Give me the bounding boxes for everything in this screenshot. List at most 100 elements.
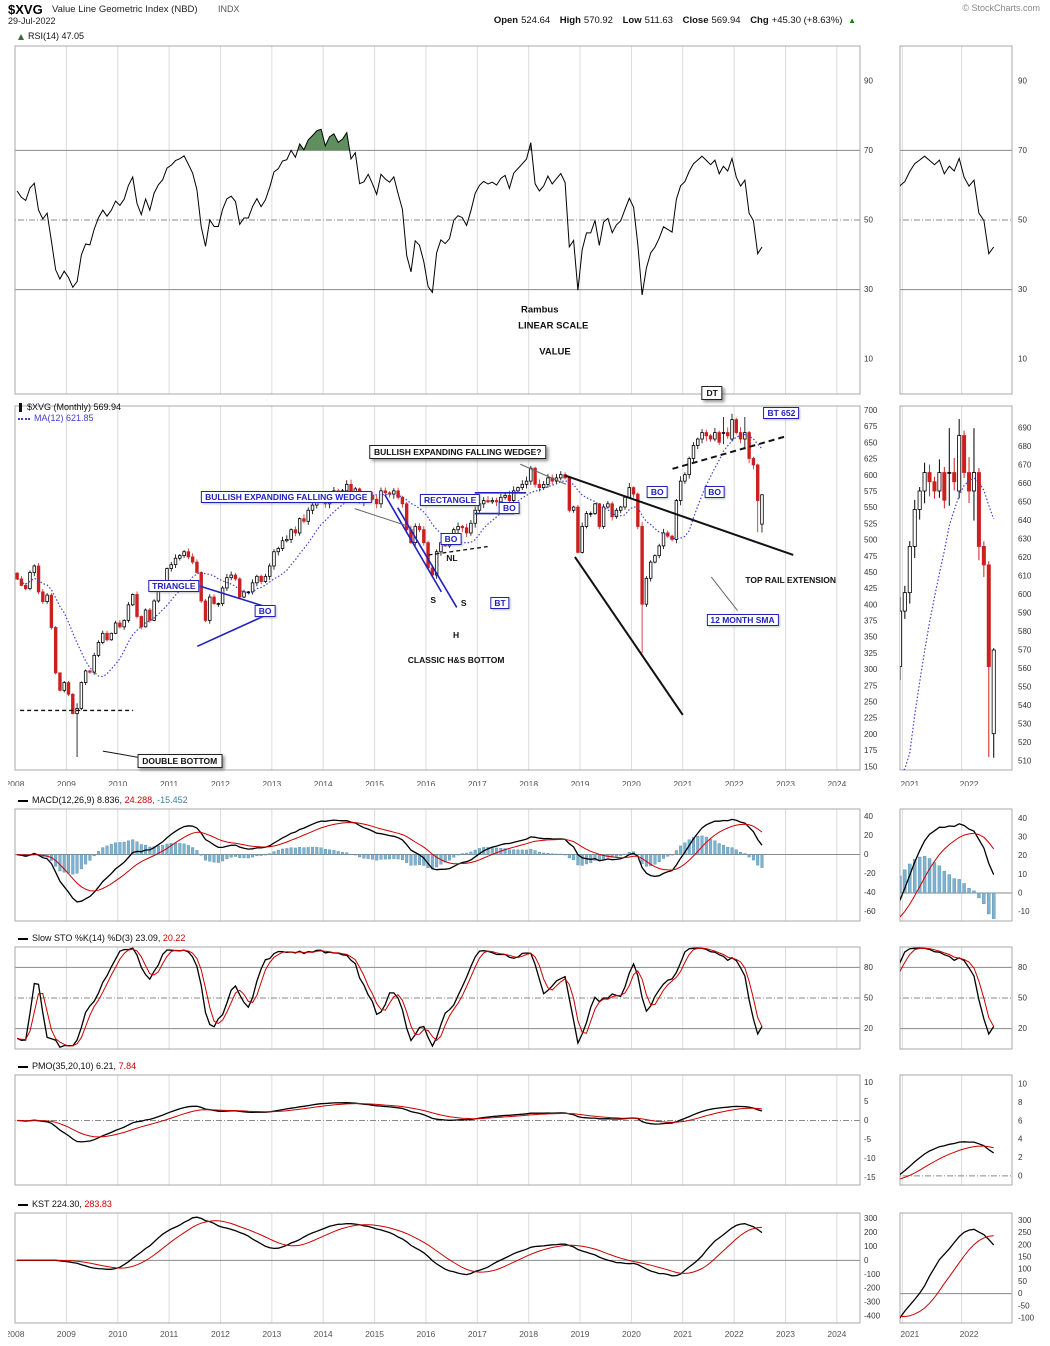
- svg-text:400: 400: [864, 600, 878, 609]
- price-mini-chart: 690 680 670 660 650 640 630 620 610 600 590 580 570 5…: [899, 405, 1032, 786]
- svg-text:2015: 2015: [365, 1329, 384, 1339]
- stochastic-mini-panel: 80 50 20: [898, 931, 1048, 1055]
- svg-text:-60: -60: [864, 907, 876, 916]
- kst-mini-panel: 300 250 200 150 100 50 0 -50 -100 2021 2022: [898, 1197, 1048, 1345]
- svg-text:10: 10: [1018, 1080, 1027, 1089]
- svg-text:70: 70: [1018, 146, 1027, 155]
- svg-text:50: 50: [1018, 1277, 1027, 1286]
- kst-legend: KST 224.30, 283.83: [18, 1199, 112, 1209]
- svg-text:5: 5: [864, 1097, 869, 1106]
- svg-text:2022: 2022: [725, 779, 744, 786]
- svg-text:90: 90: [1018, 76, 1027, 85]
- pmo-legend: PMO(35,20,10) 6.21, 7.84: [18, 1061, 136, 1071]
- svg-text:175: 175: [864, 746, 878, 755]
- svg-text:80: 80: [1018, 963, 1027, 972]
- rsi-mini-panel: 90 70 50 30 10: [898, 28, 1048, 398]
- sto-series: [16, 947, 763, 1048]
- svg-text:550: 550: [864, 503, 878, 512]
- svg-text:80: 80: [864, 963, 873, 972]
- svg-text:2009: 2009: [57, 1329, 76, 1339]
- chart-header: $XVG Value Line Geometric Index (NBD) IN…: [0, 0, 1050, 28]
- svg-text:2021: 2021: [673, 779, 692, 786]
- pmo-series: [17, 1102, 763, 1143]
- svg-text:90: 90: [864, 76, 873, 85]
- kst-chart: 300 200 100 0 -100 -200 -300 -400 2008 2009 2010 20…: [8, 1212, 881, 1339]
- stochastic-mini-chart: 80 50 20: [899, 946, 1027, 1050]
- svg-text:-300: -300: [864, 1298, 881, 1307]
- svg-text:2021: 2021: [673, 1329, 692, 1339]
- svg-text:300: 300: [1018, 1216, 1032, 1225]
- svg-text:2016: 2016: [416, 779, 435, 786]
- svg-text:-15: -15: [864, 1173, 876, 1182]
- svg-text:40: 40: [1018, 814, 1027, 823]
- svg-text:2020: 2020: [622, 1329, 641, 1339]
- svg-text:2017: 2017: [468, 779, 487, 786]
- sto-mini-series: [900, 947, 995, 1036]
- high-value: 570.92: [583, 15, 613, 26]
- symbol: $XVG: [8, 2, 43, 17]
- pmo-line-icon: [18, 1065, 28, 1068]
- svg-text:650: 650: [1018, 498, 1032, 507]
- svg-text:150: 150: [1018, 1253, 1032, 1262]
- copyright: © StockCharts.com: [962, 3, 1040, 13]
- svg-text:550: 550: [1018, 682, 1032, 691]
- svg-text:0: 0: [1018, 1171, 1023, 1180]
- price-chart: 700 675 650 625 600 575 550 525 500 475 450 425 400 3…: [8, 405, 878, 786]
- ma-dotted-icon: [18, 417, 30, 420]
- rsi-panel: 90 70 50 30 10 RSI(14) 47.05 Rambus LINEAR SC…: [8, 28, 888, 398]
- macd-series: [15, 818, 764, 903]
- open-label: Open: [493, 15, 519, 26]
- svg-text:660: 660: [1018, 479, 1032, 488]
- svg-text:610: 610: [1018, 571, 1032, 580]
- rsi-legend-icon: [18, 33, 24, 40]
- svg-text:-10: -10: [864, 1154, 876, 1163]
- svg-text:10: 10: [1018, 355, 1027, 364]
- kst-panel: 300 200 100 0 -100 -200 -300 -400 2008 2009 2010 20…: [8, 1197, 888, 1345]
- candlestick-icon: [19, 403, 22, 413]
- price-series: [15, 413, 764, 758]
- svg-text:640: 640: [1018, 516, 1032, 525]
- low-value: 511.63: [644, 15, 673, 26]
- up-arrow-icon: ▲: [848, 16, 856, 25]
- svg-text:0: 0: [864, 1256, 869, 1265]
- svg-text:2020: 2020: [622, 779, 641, 786]
- kst-mini-chart: 300 250 200 150 100 50 0 -50 -100 2021 2022: [899, 1212, 1035, 1339]
- svg-text:600: 600: [864, 471, 878, 480]
- svg-text:2018: 2018: [519, 1329, 538, 1339]
- svg-text:560: 560: [1018, 664, 1032, 673]
- svg-text:0: 0: [1018, 1289, 1023, 1298]
- sto-line-icon: [18, 937, 28, 940]
- svg-text:275: 275: [864, 681, 878, 690]
- svg-text:2010: 2010: [108, 779, 127, 786]
- svg-text:50: 50: [864, 994, 873, 1003]
- svg-text:50: 50: [864, 216, 873, 225]
- pmo-mini-series: [900, 1141, 995, 1180]
- svg-text:475: 475: [864, 552, 878, 561]
- svg-text:2012: 2012: [211, 1329, 230, 1339]
- svg-text:10: 10: [1018, 870, 1027, 879]
- svg-text:100: 100: [1018, 1265, 1032, 1274]
- svg-text:620: 620: [1018, 553, 1032, 562]
- svg-text:2011: 2011: [160, 1329, 179, 1339]
- svg-text:2024: 2024: [827, 1329, 846, 1339]
- svg-text:2022: 2022: [960, 779, 979, 786]
- svg-text:425: 425: [864, 584, 878, 593]
- svg-text:8: 8: [1018, 1098, 1023, 1107]
- svg-text:50: 50: [1018, 216, 1027, 225]
- svg-text:0: 0: [864, 1116, 869, 1125]
- kst-mini-series: [900, 1228, 995, 1319]
- svg-text:2014: 2014: [314, 779, 333, 786]
- rsi-legend: RSI(14) 47.05: [18, 31, 84, 41]
- svg-text:50: 50: [1018, 994, 1027, 1003]
- svg-text:-100: -100: [864, 1270, 881, 1279]
- macd-line-icon: [18, 799, 28, 802]
- svg-text:2011: 2011: [160, 779, 179, 786]
- svg-text:150: 150: [864, 762, 878, 771]
- svg-text:-50: -50: [1018, 1301, 1030, 1310]
- svg-text:-400: -400: [864, 1312, 881, 1321]
- macd-legend: MACD(12,26,9) 8.836, 24.288, -15.452: [18, 795, 188, 805]
- close-value: 569.94: [711, 15, 741, 26]
- svg-text:225: 225: [864, 714, 878, 723]
- svg-text:2013: 2013: [262, 1329, 281, 1339]
